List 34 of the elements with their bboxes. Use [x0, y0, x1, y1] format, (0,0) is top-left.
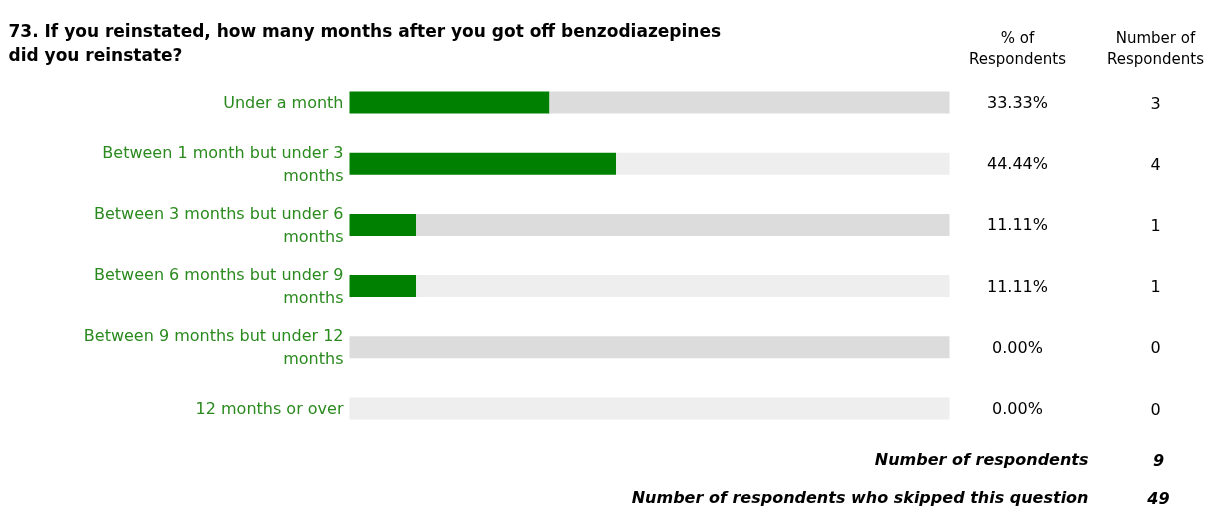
bar [349, 213, 417, 236]
bar [349, 91, 550, 114]
bar [349, 336, 950, 359]
text: 9 [1152, 450, 1165, 470]
y-tick-label: Under a month [223, 93, 344, 112]
bar [416, 275, 950, 298]
text: % of Respondents [969, 28, 1067, 69]
data-label: 11.11% [987, 215, 1049, 235]
text: 1 [1150, 215, 1161, 235]
y-tick-label: Between 3 months but under 6 months [94, 204, 344, 246]
text: 3 [1150, 93, 1161, 113]
bar [349, 275, 417, 298]
y-tick-label: Between 1 month but under 3 months [102, 142, 344, 185]
text: 1 [1150, 277, 1161, 297]
text: 4 [1150, 154, 1161, 174]
text: 0 [1150, 399, 1161, 419]
bar [349, 152, 617, 175]
text: 0 [1150, 338, 1161, 358]
y-tick-label: Between 9 months but under 12 months [83, 326, 344, 369]
text: Number of Respondents [1107, 28, 1205, 69]
y-tick-label: Between 6 months but under 9 months [94, 265, 344, 307]
data-label: 0.00% [992, 337, 1043, 357]
text: 49 [1146, 488, 1170, 508]
y-tick-label: 12 months or over [195, 399, 344, 418]
data-label: 0.00% [992, 399, 1043, 418]
bar [416, 213, 950, 236]
data-label: 44.44% [987, 154, 1049, 174]
text: Number of respondents who skipped this question [631, 488, 1089, 507]
data-label: 11.11% [987, 276, 1049, 296]
text: Number of respondents [874, 450, 1089, 469]
bar [549, 91, 950, 114]
bar [616, 152, 950, 175]
chart-title: 73. If you reinstated, how many months after you got off benzodiazepines did you reinstate? [8, 20, 722, 65]
data-label: 33.33% [987, 93, 1049, 112]
